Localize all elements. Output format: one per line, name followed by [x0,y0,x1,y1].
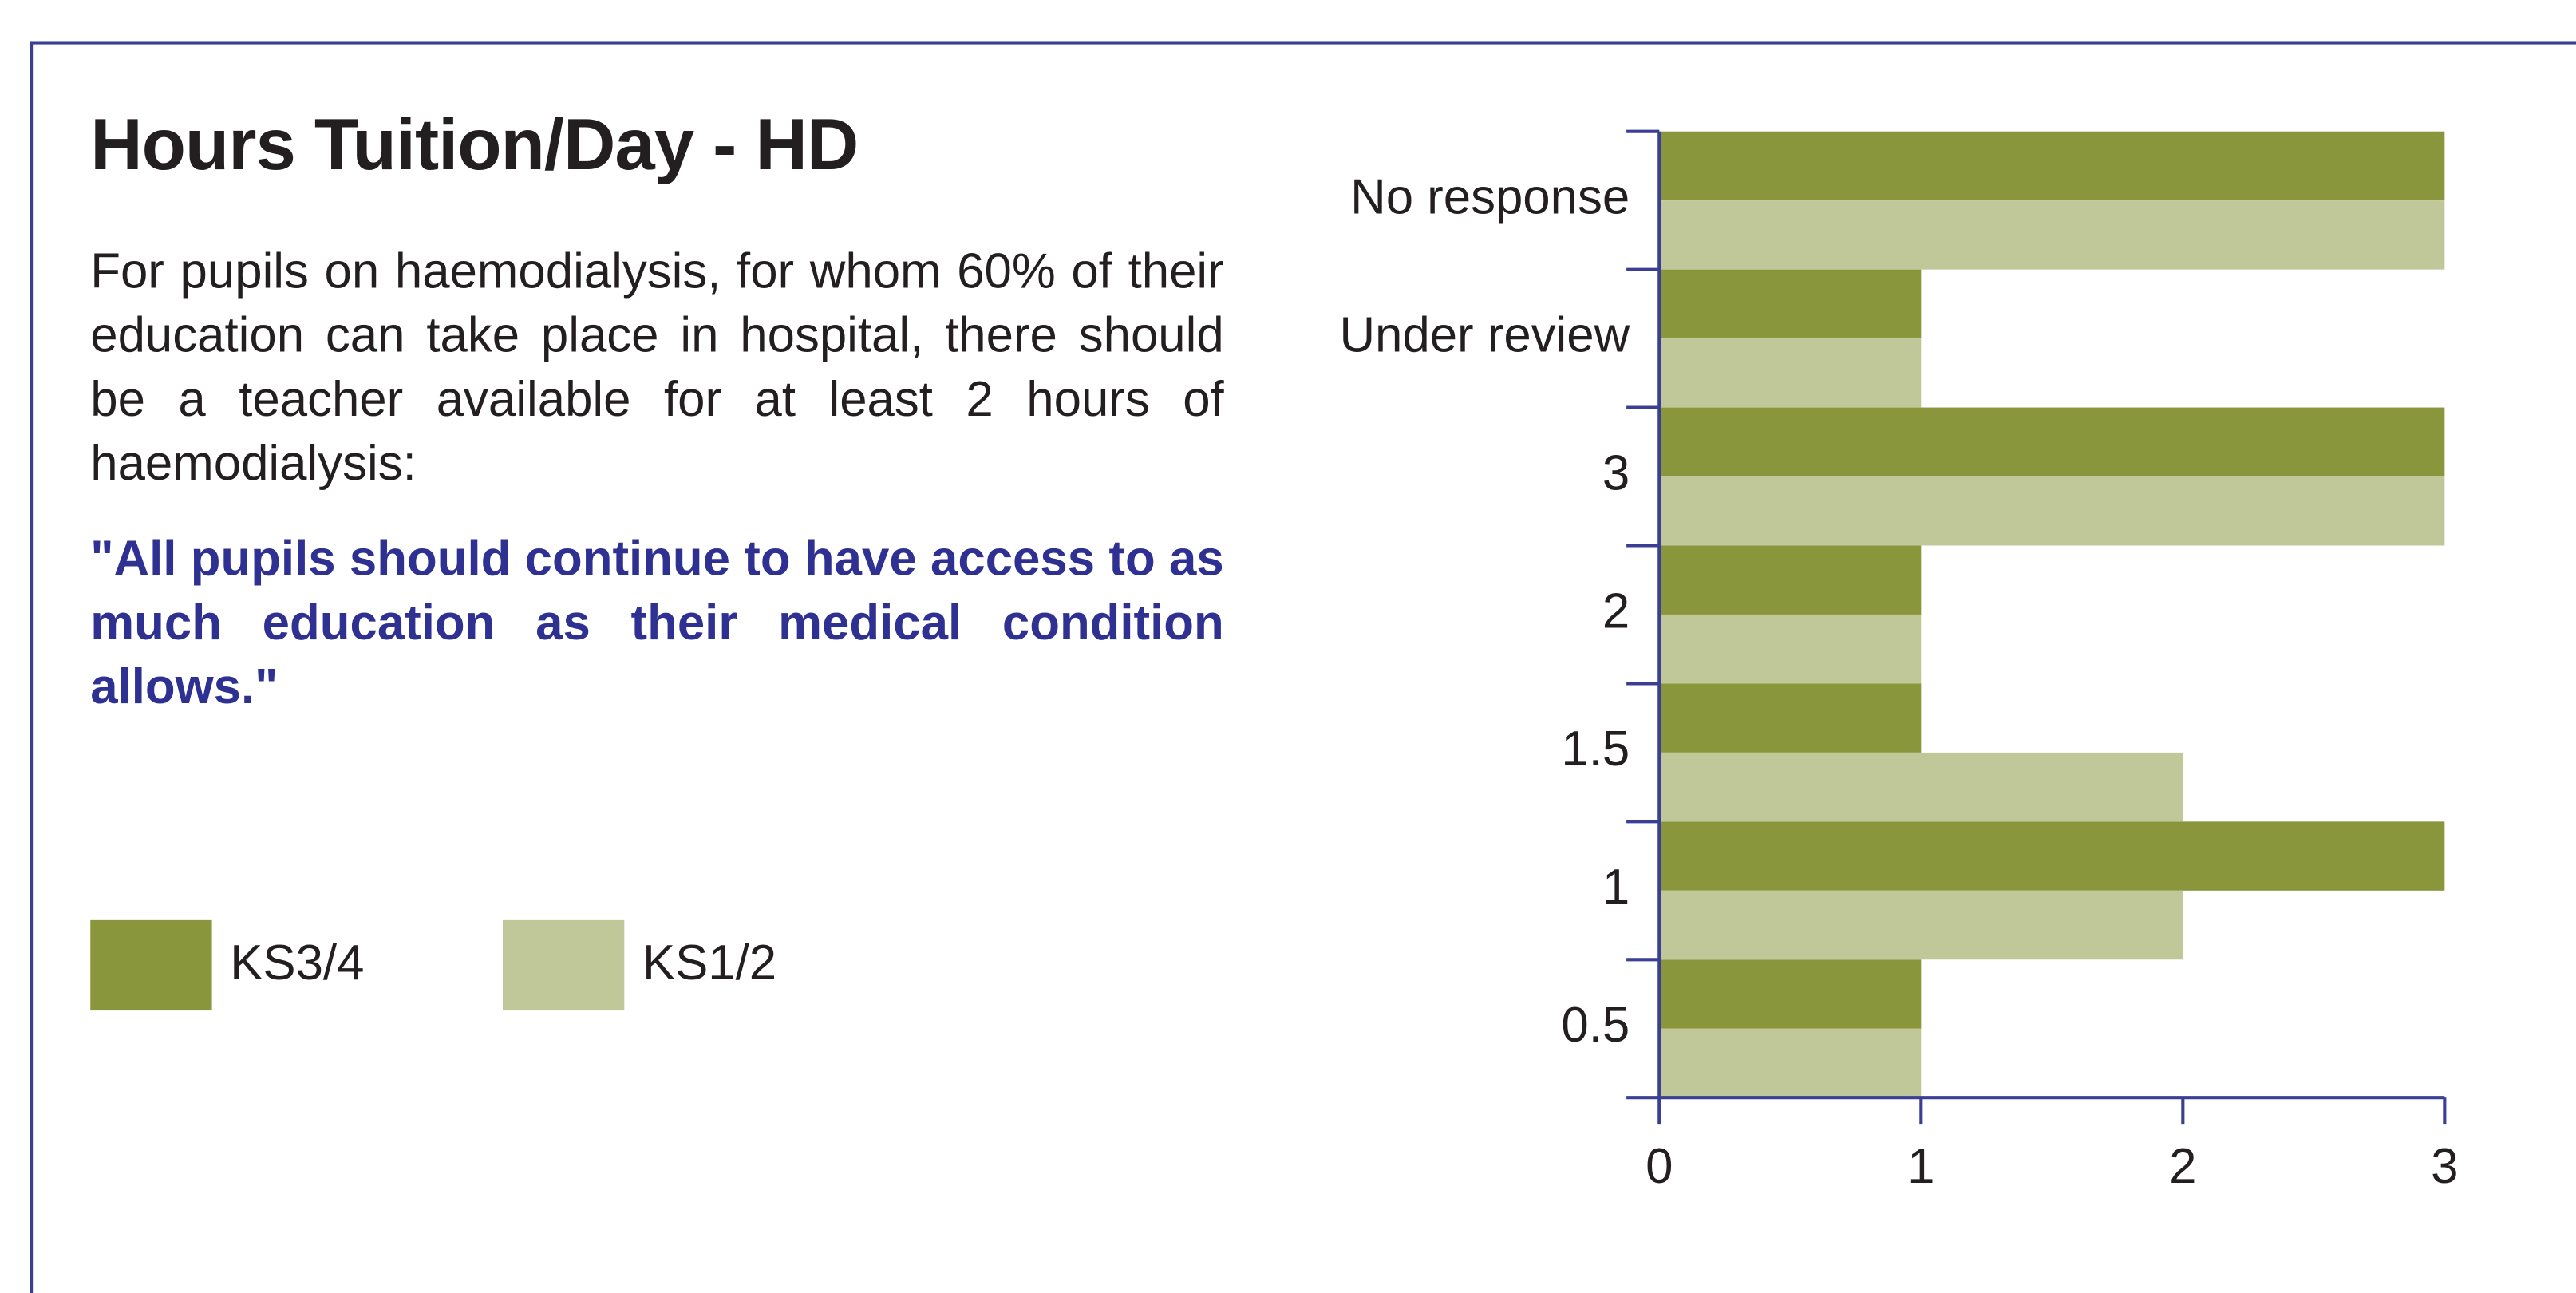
x-tick-label: 1 [1907,1139,1934,1194]
legend-swatch [90,919,212,1011]
frame [30,41,2576,1293]
y-tick-label: 3 [1602,445,1630,500]
bar [1659,200,2445,270]
bar [1659,269,1922,339]
x-tick-label: 0 [1646,1139,1673,1194]
x-tick-label: 2 [2169,1139,2196,1194]
legend-label: KS1/2 [642,935,776,991]
chart-title: Hours Tuition/Day - HD [90,105,859,186]
page: Hours Tuition/Day - HD For pupils on hae… [30,41,2576,1293]
y-tick-label: 2 [1602,583,1630,639]
y-tick-label: Under review [1339,307,1630,362]
bar [1659,476,2445,546]
bar [1659,890,2183,960]
bar [1659,683,1922,753]
bar [1659,752,2183,822]
bar [1659,1028,1922,1098]
legend-label: KS3/4 [230,935,364,991]
y-tick-label: 1.5 [1561,722,1630,777]
y-tick-label: No response [1350,169,1630,224]
legend-swatch [502,919,625,1011]
quote: "All pupils should continue to have acce… [90,532,1224,715]
y-tick-label: 0.5 [1561,998,1630,1053]
bar [1659,614,1922,684]
bar [1659,545,1922,615]
bar [1659,338,1922,408]
bar [1659,959,1922,1029]
chart: 0.5 1 1.5 2 3 Under review No response 0 1 2 3 KS3/… [90,129,2459,1194]
bar [1659,821,2445,891]
bar [1659,131,2445,201]
bar [1659,407,2445,477]
x-tick-label: 3 [2431,1139,2458,1194]
y-tick-label: 1 [1602,860,1630,915]
description: For pupils on haemodialysis, for whom 60… [90,244,1224,492]
